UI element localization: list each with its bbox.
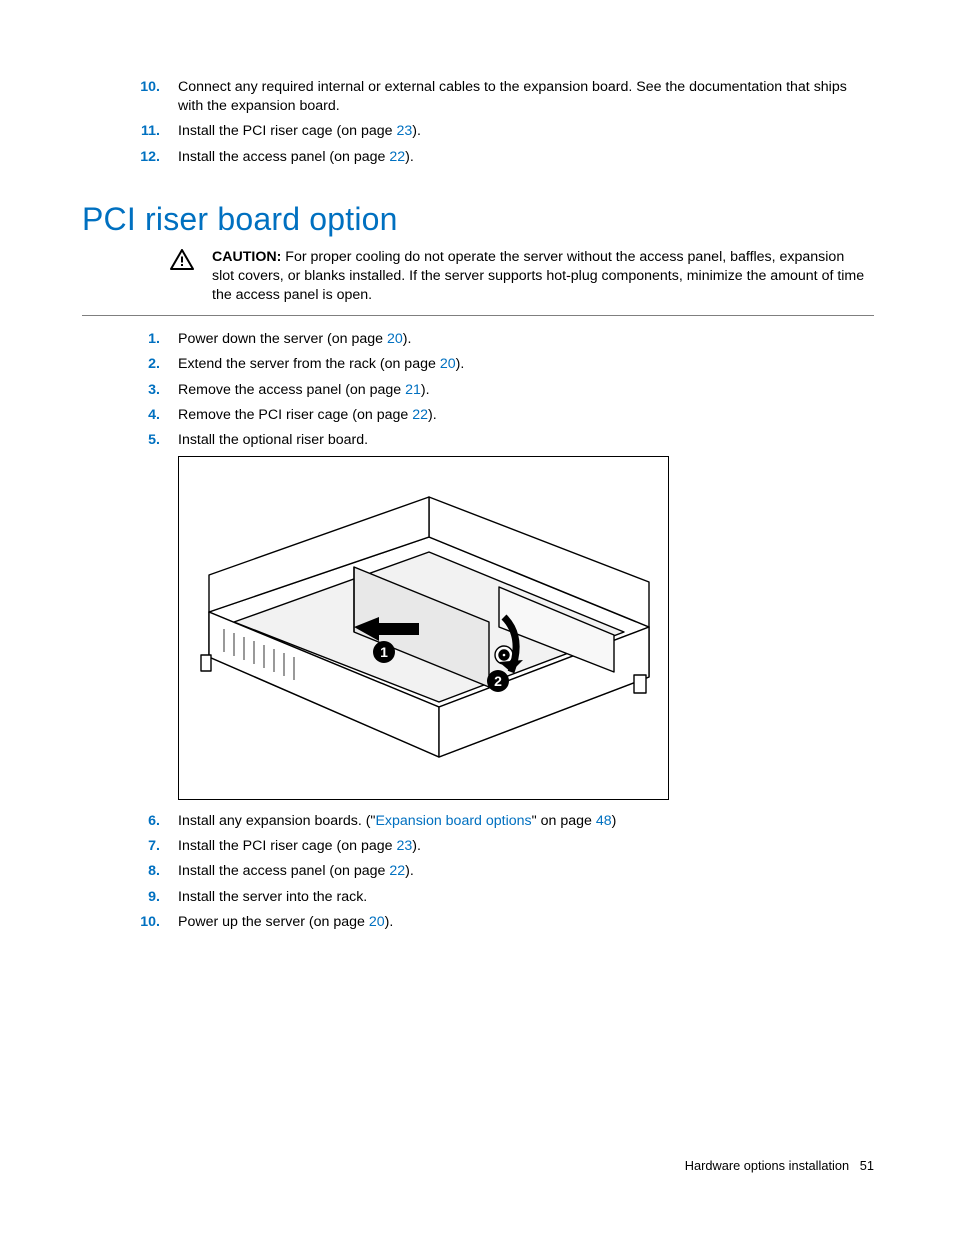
- list-text: Install the access panel (on page 22).: [178, 862, 874, 881]
- list-number: 7.: [82, 837, 178, 856]
- list-text: Install the server into the rack.: [178, 888, 874, 907]
- text-run: Remove the access panel (on page: [178, 382, 405, 398]
- page-link[interactable]: 20: [369, 914, 385, 930]
- list-text: Remove the PCI riser cage (on page 22).: [178, 406, 874, 425]
- text-run: ).: [456, 356, 465, 372]
- list-item: 5.Install the optional riser board.: [82, 431, 874, 450]
- list-number: 5.: [82, 431, 178, 450]
- list-number: 12.: [82, 148, 178, 167]
- page-link[interactable]: 21: [405, 382, 421, 398]
- page-link[interactable]: 20: [440, 356, 456, 372]
- text-run: ).: [428, 407, 437, 423]
- list-item: 7.Install the PCI riser cage (on page 23…: [82, 837, 874, 856]
- list-number: 8.: [82, 862, 178, 881]
- page-link[interactable]: 23: [396, 838, 412, 854]
- list-number: 10.: [82, 913, 178, 932]
- text-run: Install the PCI riser cage (on page: [178, 838, 396, 854]
- list-number: 2.: [82, 355, 178, 374]
- text-run: Install the access panel (on page: [178, 863, 389, 879]
- text-run: Install the server into the rack.: [178, 889, 367, 905]
- page-footer: Hardware options installation 51: [685, 1158, 874, 1173]
- text-run: Connect any required internal or externa…: [178, 79, 847, 114]
- text-run: ).: [405, 863, 414, 879]
- list-item: 11.Install the PCI riser cage (on page 2…: [82, 122, 874, 141]
- list-text: Install any expansion boards. ("Expansio…: [178, 812, 874, 831]
- list-text: Power up the server (on page 20).: [178, 913, 874, 932]
- caution-body: For proper cooling do not operate the se…: [212, 249, 864, 303]
- svg-text:2: 2: [494, 673, 502, 689]
- text-run: Install the PCI riser cage (on page: [178, 123, 396, 139]
- footer-page-number: 51: [860, 1158, 874, 1173]
- procedure-list-a: 1.Power down the server (on page 20).2.E…: [82, 330, 874, 450]
- list-item: 8.Install the access panel (on page 22).: [82, 862, 874, 881]
- caution-label: CAUTION:: [212, 249, 281, 265]
- page-link[interactable]: 48: [596, 813, 612, 829]
- page-link[interactable]: 22: [389, 149, 405, 165]
- list-text: Extend the server from the rack (on page…: [178, 355, 874, 374]
- list-text: Install the PCI riser cage (on page 23).: [178, 837, 874, 856]
- list-number: 9.: [82, 888, 178, 907]
- list-number: 3.: [82, 381, 178, 400]
- list-item: 12.Install the access panel (on page 22)…: [82, 148, 874, 167]
- top-continuation-list: 10.Connect any required internal or exte…: [82, 78, 874, 167]
- text-run: Power down the server (on page: [178, 331, 387, 347]
- list-item: 4.Remove the PCI riser cage (on page 22)…: [82, 406, 874, 425]
- list-text: Install the access panel (on page 22).: [178, 148, 874, 167]
- list-item: 9.Install the server into the rack.: [82, 888, 874, 907]
- caution-icon: [170, 249, 198, 277]
- text-run: Install the optional riser board.: [178, 432, 368, 448]
- list-number: 1.: [82, 330, 178, 349]
- list-text: Power down the server (on page 20).: [178, 330, 874, 349]
- list-item: 1.Power down the server (on page 20).: [82, 330, 874, 349]
- list-text: Install the PCI riser cage (on page 23).: [178, 122, 874, 141]
- list-item: 10.Connect any required internal or exte…: [82, 78, 874, 116]
- footer-section: Hardware options installation: [685, 1158, 849, 1173]
- text-run: ): [612, 813, 617, 829]
- svg-text:1: 1: [380, 644, 388, 660]
- page-link[interactable]: 20: [387, 331, 403, 347]
- text-run: Install any expansion boards. (": [178, 813, 375, 829]
- text-run: " on page: [532, 813, 596, 829]
- text-run: Install the access panel (on page: [178, 149, 389, 165]
- list-item: 10.Power up the server (on page 20).: [82, 913, 874, 932]
- list-text: Connect any required internal or externa…: [178, 78, 874, 116]
- list-item: 6.Install any expansion boards. ("Expans…: [82, 812, 874, 831]
- page-link[interactable]: 23: [396, 123, 412, 139]
- caution-text: CAUTION: For proper cooling do not opera…: [212, 248, 870, 306]
- text-run: ).: [405, 149, 414, 165]
- list-text: Install the optional riser board.: [178, 431, 874, 450]
- list-number: 11.: [82, 122, 178, 141]
- caution-box: CAUTION: For proper cooling do not opera…: [82, 248, 874, 317]
- text-run: Remove the PCI riser cage (on page: [178, 407, 412, 423]
- page-link[interactable]: 22: [412, 407, 428, 423]
- text-run: ).: [421, 382, 430, 398]
- text-run: Extend the server from the rack (on page: [178, 356, 440, 372]
- page-link[interactable]: 22: [389, 863, 405, 879]
- list-item: 2.Extend the server from the rack (on pa…: [82, 355, 874, 374]
- section-heading: PCI riser board option: [82, 201, 874, 238]
- text-run: ).: [412, 123, 421, 139]
- list-number: 4.: [82, 406, 178, 425]
- list-item: 3.Remove the access panel (on page 21).: [82, 381, 874, 400]
- list-number: 6.: [82, 812, 178, 831]
- text-run: Power up the server (on page: [178, 914, 369, 930]
- text-run: ).: [403, 331, 412, 347]
- riser-board-diagram: 1 2: [178, 456, 669, 800]
- list-number: 10.: [82, 78, 178, 116]
- text-run: ).: [412, 838, 421, 854]
- procedure-list-b: 6.Install any expansion boards. ("Expans…: [82, 812, 874, 932]
- list-text: Remove the access panel (on page 21).: [178, 381, 874, 400]
- page-link[interactable]: Expansion board options: [375, 813, 531, 829]
- text-run: ).: [385, 914, 394, 930]
